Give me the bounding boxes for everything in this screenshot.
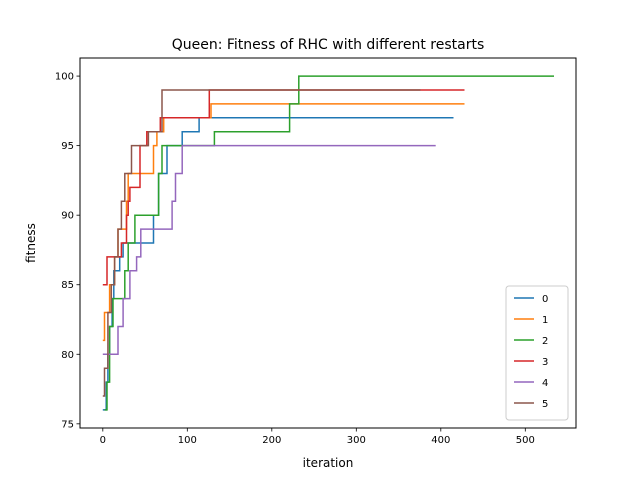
legend-label-3: 3 [542,357,548,368]
legend-label-1: 1 [542,315,548,326]
x-tick-label: 0 [100,435,106,446]
y-tick-label: 85 [61,280,74,291]
legend-label-0: 0 [542,294,548,305]
y-tick-label: 100 [55,72,74,83]
y-tick-label: 90 [61,211,74,222]
series-line-2 [104,75,554,411]
series-line-1 [102,103,465,342]
x-tick-label: 500 [516,435,535,446]
series-line-4 [102,144,436,356]
y-tick-label: 95 [61,141,74,152]
plot-frame [79,57,577,429]
series-line-5 [102,89,421,397]
legend-label-4: 4 [542,378,548,389]
legend-label-2: 2 [542,336,548,347]
x-tick-label: 400 [431,435,450,446]
x-tick-label: 100 [178,435,197,446]
x-tick-label: 200 [262,435,281,446]
y-tick-label: 75 [61,419,74,430]
series-layer [102,75,554,411]
x-axis: 0 100 200 300 400 500 [100,428,535,446]
y-axis-label: fitness [24,223,38,263]
chart-title: Queen: Fitness of RHC with different res… [172,37,485,53]
x-tick-label: 300 [347,435,366,446]
x-axis-label: iteration [303,456,354,470]
legend-box [505,285,569,421]
y-tick-label: 80 [61,350,74,361]
legend-label-5: 5 [542,399,548,410]
legend: 0 1 2 3 4 5 [505,285,569,421]
y-axis: 75 80 85 90 95 100 [55,72,80,430]
series-line-3 [102,89,465,286]
